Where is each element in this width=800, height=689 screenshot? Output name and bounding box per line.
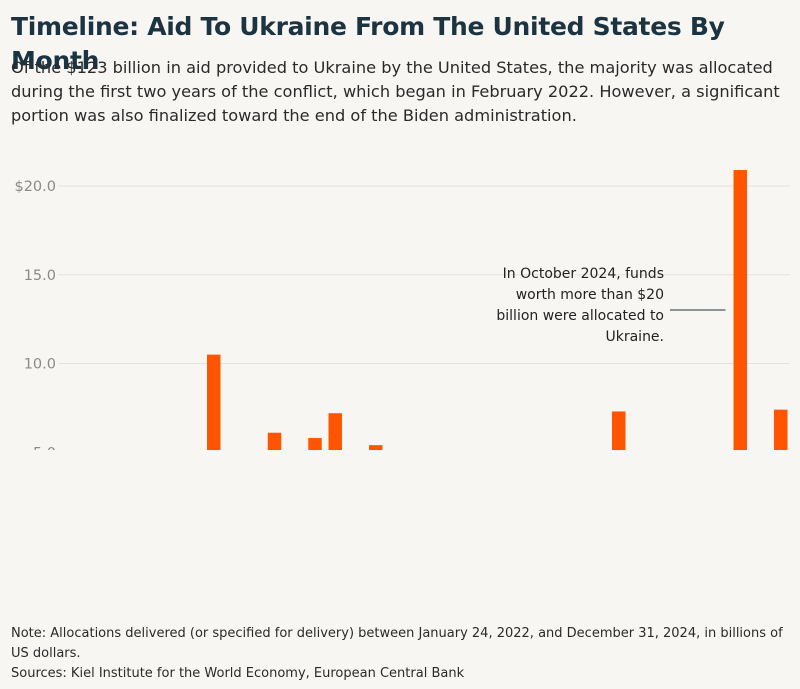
- y-tick-label: 10.0: [24, 357, 56, 373]
- y-tick-label: 5.0: [33, 445, 56, 450]
- bar-2023-04: [369, 445, 383, 450]
- annotation: In October 2024, funds worth more than $2…: [496, 266, 726, 345]
- footnote: Note: Allocations delivered (or specifie…: [11, 626, 783, 661]
- annotation-line: worth more than $20: [516, 287, 664, 303]
- annotation-line: billion were allocated to: [496, 308, 664, 324]
- bar-2023-01: [308, 438, 322, 450]
- bar-2024-04: [612, 411, 626, 450]
- bar-2024-12: [774, 409, 788, 450]
- bars: [207, 170, 788, 450]
- y-axis-ticks: 5.0 10.0 15.0 $20.0: [14, 179, 56, 450]
- bar-2022-11: [267, 432, 282, 450]
- chart-title: Timeline: Aid To Ukraine From The United…: [11, 12, 725, 75]
- y-tick-label: 15.0: [24, 268, 56, 284]
- annotation-line: In October 2024, funds: [503, 266, 664, 282]
- bar-2024-10: [733, 170, 747, 450]
- y-tick-label: $20.0: [14, 179, 56, 195]
- bar-chart: 5.010.015.0$20.0 Jan2022AprJulOctJan2023…: [14, 170, 790, 450]
- chart-subtitle: Of the $123 billion in aid provided to U…: [11, 58, 780, 125]
- bar-2023-02: [328, 413, 342, 450]
- bar-2022-08: [207, 354, 221, 450]
- source-note: Sources: Kiel Institute for the World Ec…: [11, 666, 465, 681]
- gridlines: [58, 185, 790, 364]
- annotation-line: Ukraine.: [605, 329, 664, 345]
